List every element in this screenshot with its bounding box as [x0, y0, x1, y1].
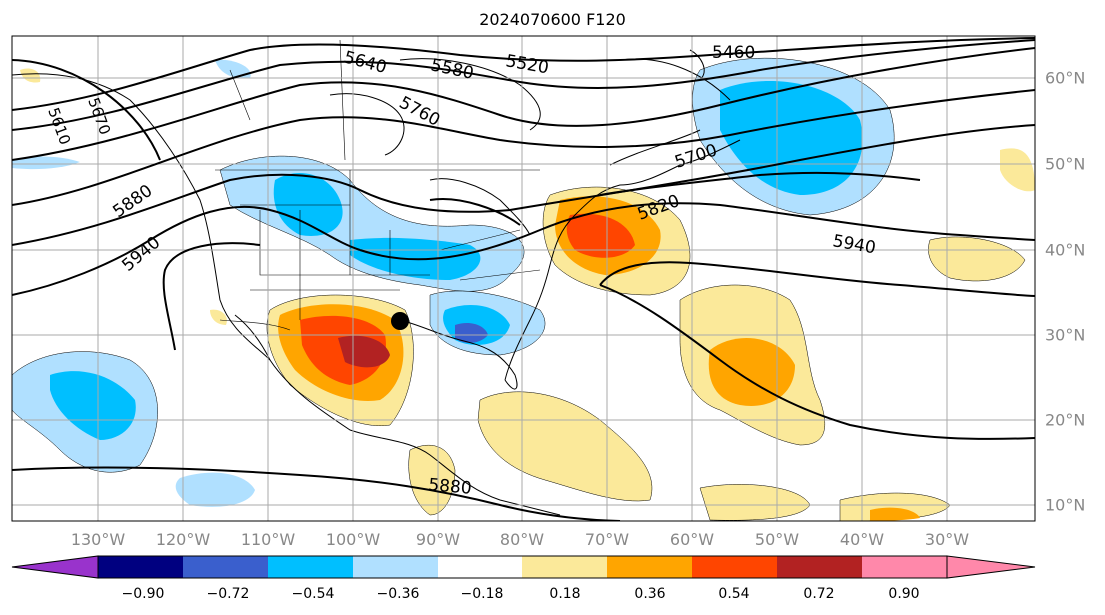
colorbar-bin [777, 556, 862, 578]
lon-tick-label: 80°W [499, 530, 545, 549]
lon-tick-label: 60°W [669, 530, 715, 549]
lon-tick-label: 120°W [155, 530, 211, 549]
lon-tick-label: 30°W [924, 530, 970, 549]
colorbar-label: 0.18 [549, 586, 581, 602]
colorbar-extend-high [946, 555, 1036, 579]
colorbar-bin [353, 556, 438, 578]
colorbar-frame [97, 555, 948, 579]
lon-tick-label: 100°W [325, 530, 381, 549]
colorbar-bin [607, 556, 692, 578]
colorbar-label: 0.72 [803, 586, 835, 602]
lat-tick-label: 30°N [1045, 325, 1086, 345]
lat-tick-label: 50°N [1045, 154, 1086, 174]
colorbar-label: −0.18 [460, 586, 504, 602]
positive-anomaly-areas [20, 68, 1035, 521]
colorbar-label: 0.36 [634, 586, 666, 602]
colorbar-bin [522, 556, 607, 578]
colorbar-label: 0.90 [888, 586, 920, 602]
colorbar [11, 555, 1036, 579]
gridlines [12, 36, 1035, 521]
colorbar-bin [268, 556, 353, 578]
colorbar-bin [98, 556, 183, 578]
colorbar-extend-low [11, 555, 99, 579]
colorbar-label: −0.72 [206, 586, 250, 602]
storm-center-marker [391, 312, 409, 330]
colorbar-bin [862, 556, 947, 578]
height-contours [12, 37, 1035, 521]
map-frame [11, 35, 1036, 522]
lon-tick-label: 110°W [240, 530, 296, 549]
colorbar-label: 0.54 [718, 586, 750, 602]
contour-label: 5460 [712, 43, 755, 63]
lat-tick-label: 20°N [1045, 410, 1086, 430]
colorbar-label: −0.90 [121, 586, 165, 602]
lon-tick-label: 70°W [584, 530, 630, 549]
colorbar-label: −0.36 [376, 586, 420, 602]
colorbar-bin [692, 556, 777, 578]
lat-tick-label: 60°N [1045, 68, 1086, 88]
lat-tick-label: 10°N [1045, 495, 1086, 515]
colorbar-bin [438, 556, 522, 578]
lon-tick-label: 130°W [70, 530, 126, 549]
contour-label: 5880 [428, 475, 473, 499]
lon-tick-label: 40°W [839, 530, 885, 549]
colorbar-label: −0.54 [291, 586, 335, 602]
map-title: 2024070600 F120 [479, 10, 626, 29]
lat-tick-label: 40°N [1045, 240, 1086, 260]
lon-tick-label: 90°W [415, 530, 461, 549]
political-borders [215, 39, 541, 331]
colorbar-bin [183, 556, 268, 578]
lon-tick-label: 50°W [754, 530, 800, 549]
